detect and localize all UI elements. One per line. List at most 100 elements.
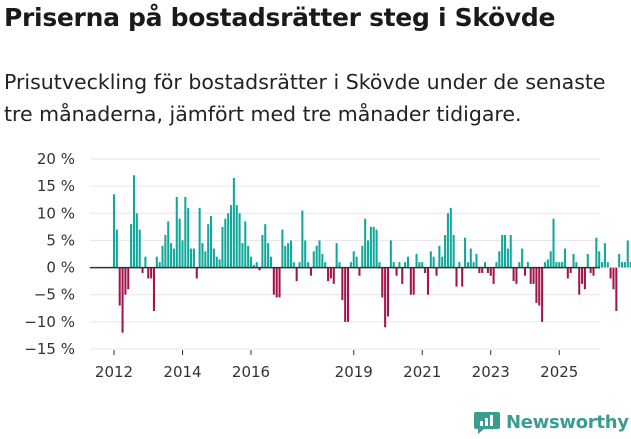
bar: [478, 267, 481, 273]
bar: [366, 240, 370, 268]
bar: [244, 221, 247, 268]
x-tick-label: 2014: [163, 363, 201, 381]
bar: [158, 262, 161, 268]
bar: [152, 267, 155, 311]
bar: [615, 267, 618, 311]
bar: [344, 267, 347, 322]
bar: [127, 267, 130, 290]
bar: [252, 264, 255, 268]
bar: [389, 240, 392, 268]
bar: [415, 254, 418, 268]
bar: [210, 216, 213, 268]
bar: [341, 267, 344, 301]
bar: [541, 267, 544, 322]
bar: [261, 235, 264, 268]
bar: [321, 254, 324, 268]
bar: [170, 243, 173, 268]
bar: [132, 175, 135, 268]
bar: [184, 197, 187, 268]
bar: [167, 221, 170, 268]
bar: [555, 262, 558, 268]
bar: [358, 267, 361, 276]
bar: [472, 262, 475, 268]
bar: [138, 229, 141, 268]
bar: [626, 240, 629, 268]
bar: [601, 262, 604, 268]
bar: [135, 213, 138, 268]
bar: [392, 262, 395, 268]
bar: [112, 194, 116, 268]
bar: [292, 262, 295, 268]
bar: [518, 262, 521, 268]
y-tick-label: 5 %: [46, 231, 75, 249]
bar: [506, 248, 509, 268]
bar: [241, 243, 244, 268]
bar: [375, 229, 378, 268]
bar: [509, 235, 512, 268]
bar: [549, 251, 552, 268]
bar: [458, 262, 461, 268]
bar: [621, 262, 624, 268]
bar: [486, 267, 489, 273]
bar: [441, 256, 444, 268]
bar: [435, 267, 438, 276]
bar: [124, 267, 127, 295]
bar: [535, 267, 538, 303]
bar: [204, 251, 207, 268]
bar: [426, 267, 429, 295]
bar: [307, 262, 310, 268]
bar: [592, 267, 595, 276]
bar: [155, 256, 158, 268]
bar: [278, 267, 281, 298]
bar: [258, 267, 261, 271]
bar: [349, 262, 352, 268]
bar: [543, 262, 546, 268]
x-tick-label: 2016: [232, 363, 270, 381]
bar: [287, 243, 290, 268]
bar: [409, 267, 412, 295]
bar: [272, 267, 275, 295]
bar: [569, 267, 572, 273]
bar: [618, 254, 621, 268]
bar: [492, 267, 495, 284]
bar: [386, 267, 390, 317]
bar: [247, 245, 250, 268]
y-tick-label: 20 %: [37, 150, 75, 168]
bar: [449, 207, 452, 268]
bar: [512, 267, 515, 282]
bar: [583, 267, 586, 290]
bar: [255, 262, 258, 268]
bar: [315, 245, 318, 268]
bar: [395, 267, 398, 276]
bar: [212, 248, 215, 268]
bar: [207, 224, 210, 268]
bar: [238, 213, 241, 268]
newsworthy-logo-icon: [474, 412, 500, 434]
bar: [481, 267, 484, 273]
x-tick-label: 2021: [403, 363, 441, 381]
bar: [526, 262, 529, 268]
bar: [563, 248, 566, 268]
bar: [589, 267, 592, 273]
bar: [201, 243, 204, 268]
bar: [484, 262, 487, 268]
bar: [215, 256, 218, 268]
bar: [187, 207, 190, 268]
bar: [489, 267, 492, 276]
bar: [503, 235, 507, 268]
bar: [498, 251, 501, 268]
bar: [347, 267, 350, 322]
x-tick-label: 2023: [472, 363, 510, 381]
bar: [558, 262, 561, 268]
bar: [335, 243, 338, 268]
bar: [178, 218, 181, 268]
bar: [264, 224, 267, 268]
bar: [147, 267, 150, 279]
x-axis: 2012 2014 2016 2019 2021 2023 2025: [95, 350, 578, 381]
bar: [227, 213, 230, 268]
bar: [232, 178, 235, 268]
bar: [546, 259, 549, 268]
bar: [469, 248, 472, 268]
bar: [572, 254, 575, 268]
bar: [455, 267, 458, 287]
